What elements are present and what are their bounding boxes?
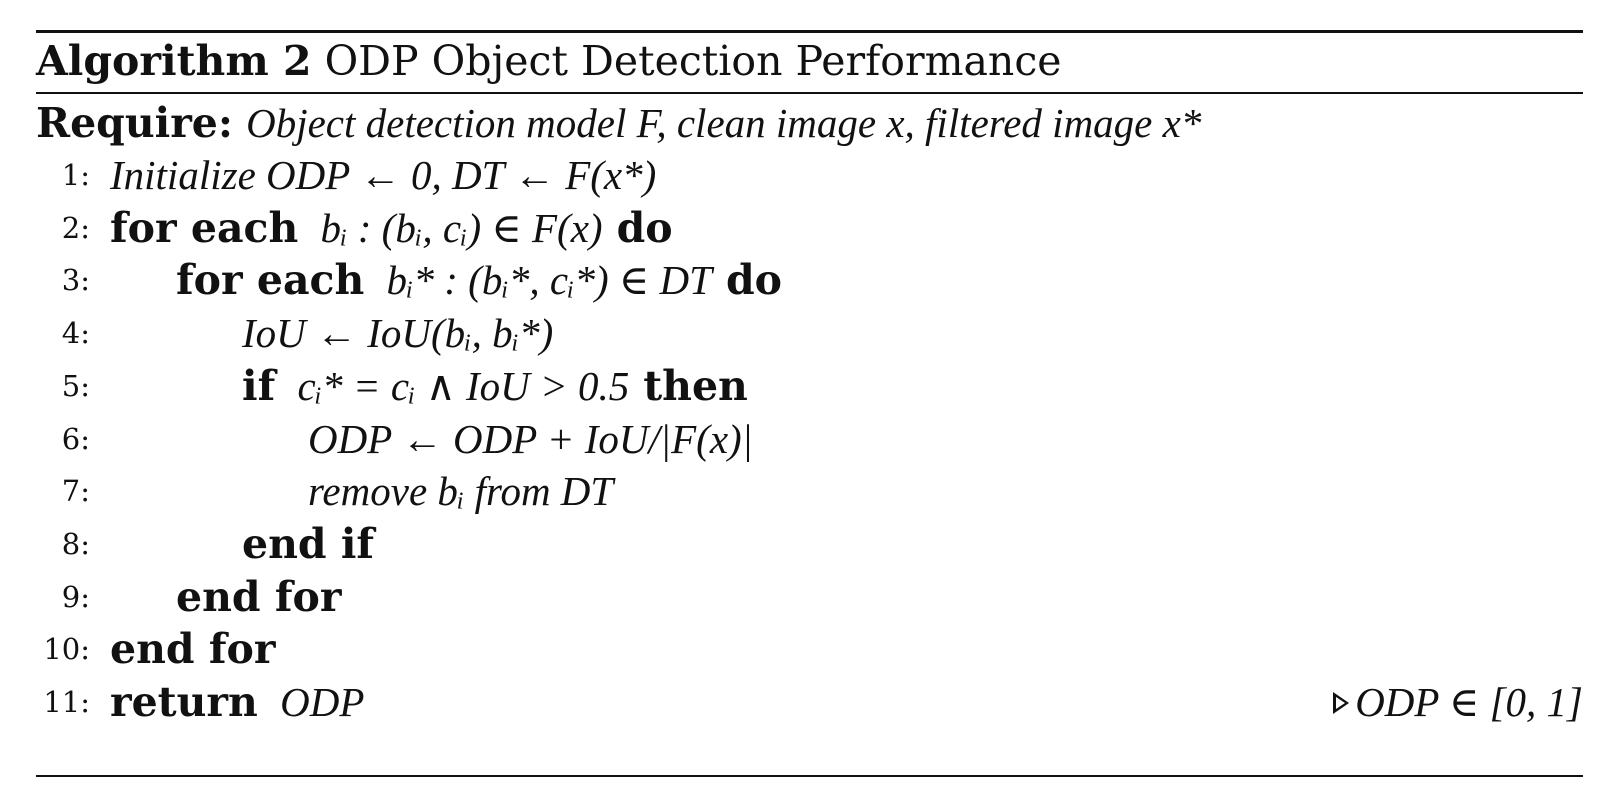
- line-code: end for: [176, 570, 341, 625]
- top-rule: [36, 30, 1583, 33]
- bottom-rule: [36, 775, 1583, 777]
- line-number: 11:: [43, 685, 90, 719]
- line-number: 9:: [61, 579, 90, 614]
- line-number: 3:: [61, 263, 90, 298]
- line-number: 7:: [61, 474, 90, 509]
- line-number: 2:: [61, 210, 90, 245]
- algorithm-title: ODP Object Detection Performance: [324, 37, 1062, 85]
- keyword: end for: [110, 625, 276, 674]
- algorithm-label: Algorithm 2: [36, 37, 312, 85]
- algorithm-line: 7: remove bᵢ from DT: [0, 464, 1623, 519]
- statement: IoU ← IoU(bᵢ, bᵢ*): [242, 310, 554, 357]
- line-code: if cᵢ* = cᵢ ∧ IoU > 0.5 then: [242, 359, 748, 414]
- statement: bᵢ : (bᵢ, cᵢ) ∈ F(x): [310, 204, 603, 251]
- algorithm-caption: Algorithm 2 ODP Object Detection Perform…: [36, 36, 1062, 86]
- statement: remove bᵢ from DT: [308, 468, 614, 515]
- keyword: return: [110, 678, 258, 726]
- algorithm-line: 3: for each bᵢ* : (bᵢ*, cᵢ*) ∈ DT do: [0, 253, 1623, 308]
- line-code: for each bᵢ : (bᵢ, cᵢ) ∈ F(x) do: [110, 201, 673, 256]
- algorithm-line: 1: Initialize ODP ← 0, DT ← F(x*): [0, 148, 1623, 203]
- line-code: for each bᵢ* : (bᵢ*, cᵢ*) ∈ DT do: [176, 253, 782, 308]
- statement: ODP: [269, 679, 365, 725]
- line-number: 10:: [43, 632, 90, 667]
- keyword-end: then: [643, 361, 748, 410]
- line-code: ODP ← ODP + IoU/|F(x)|: [308, 412, 753, 467]
- line-comment: ODP ∈ [0, 1]: [1333, 675, 1583, 730]
- statement: ODP ← ODP + IoU/|F(x)|: [308, 415, 753, 462]
- keyword: end for: [176, 572, 342, 621]
- algorithm-line: 11: return ODP ODP ∈ [0, 1]: [0, 675, 1623, 730]
- line-code: end for: [110, 622, 275, 677]
- line-code: return ODP: [110, 675, 364, 730]
- keyword: if: [242, 361, 276, 410]
- line-number: 6:: [61, 421, 90, 456]
- line-code: IoU ← IoU(bᵢ, bᵢ*): [242, 306, 553, 361]
- statement: bᵢ* : (bᵢ*, cᵢ*) ∈ DT: [376, 257, 712, 304]
- algorithm-line: 10: end for: [0, 622, 1623, 677]
- statement: Initialize ODP ← 0, DT ← F(x*): [110, 152, 657, 198]
- keyword: for each: [110, 203, 299, 252]
- line-number: 8:: [61, 526, 90, 561]
- keyword: end if: [242, 519, 375, 568]
- line-number: 5:: [61, 368, 90, 403]
- line-code: end if: [242, 517, 374, 572]
- algorithm-line: 5: if cᵢ* = cᵢ ∧ IoU > 0.5 then: [0, 359, 1623, 414]
- keyword-end: do: [616, 203, 673, 252]
- algorithm-line: 2: for each bᵢ : (bᵢ, cᵢ) ∈ F(x) do: [0, 201, 1623, 256]
- keyword: for each: [176, 256, 365, 305]
- comment-triangle-icon: [1333, 692, 1350, 714]
- require-line: Require: Object detection model F, clean…: [36, 96, 1201, 150]
- line-code: Initialize ODP ← 0, DT ← F(x*): [110, 148, 656, 203]
- line-number: 4:: [61, 316, 90, 351]
- require-label: Require:: [36, 99, 234, 147]
- algorithm-line: 8: end if: [0, 517, 1623, 572]
- comment-text: ODP ∈ [0, 1]: [1355, 679, 1583, 725]
- algorithm-line: 9: end for: [0, 570, 1623, 625]
- caption-rule: [36, 92, 1583, 94]
- line-code: remove bᵢ from DT: [308, 464, 613, 519]
- statement: cᵢ* = cᵢ ∧ IoU > 0.5: [287, 362, 630, 409]
- line-number: 1:: [61, 158, 90, 192]
- keyword-end: do: [725, 256, 782, 305]
- algorithm-line: 6: ODP ← ODP + IoU/|F(x)|: [0, 412, 1623, 467]
- algorithm-line: 4: IoU ← IoU(bᵢ, bᵢ*): [0, 306, 1623, 361]
- require-text: Object detection model F, clean image x,…: [246, 100, 1202, 146]
